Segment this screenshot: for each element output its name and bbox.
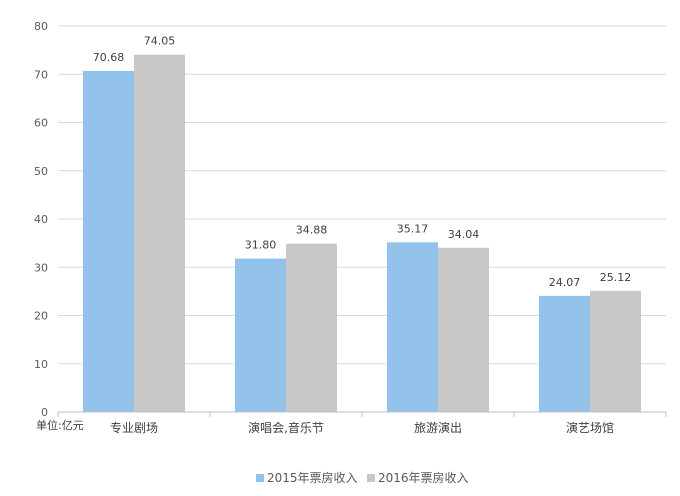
legend-label: 2015年票房收入 (267, 470, 358, 485)
y-tick-label: 80 (34, 20, 48, 33)
bar (286, 243, 337, 412)
data-label: 24.07 (549, 276, 581, 289)
y-tick-label: 10 (34, 358, 48, 371)
data-label: 74.05 (144, 35, 176, 48)
data-label: 70.68 (93, 51, 125, 64)
data-label: 34.04 (448, 228, 480, 241)
bar (387, 242, 438, 412)
bar (235, 258, 286, 412)
axes (57, 411, 667, 417)
legend-swatch (256, 474, 264, 482)
bar (83, 70, 134, 413)
y-tick-label: 30 (34, 261, 48, 274)
legend: 2015年票房收入 2016年票房收入 (256, 470, 469, 485)
bars (83, 54, 641, 413)
y-tick-label: 50 (34, 165, 48, 178)
bar (134, 54, 185, 413)
bar (590, 290, 641, 412)
data-label: 25.12 (600, 271, 632, 284)
data-label: 35.17 (397, 222, 429, 235)
bar (438, 247, 489, 412)
data-label: 34.88 (296, 224, 328, 237)
unit-label: 单位:亿元 (36, 418, 84, 432)
x-category-label: 演唱会,音乐节 (248, 420, 324, 435)
legend-label: 2016年票房收入 (378, 470, 469, 485)
y-tick-label: 70 (34, 68, 48, 81)
x-category-label: 专业剧场 (110, 420, 158, 435)
x-category-label: 演艺场馆 (566, 420, 614, 435)
y-tick-label: 20 (34, 310, 48, 323)
y-tick-label: 0 (41, 406, 48, 419)
x-category-label: 旅游演出 (414, 420, 462, 435)
y-tick-label: 60 (34, 117, 48, 130)
labels: 0 10 20 30 40 50 60 70 80 70.68 74.05 专业剧场 31.80 34.8… (34, 20, 631, 435)
legend-swatch (367, 474, 375, 482)
y-tick-label: 40 (34, 213, 48, 226)
data-label: 31.80 (245, 239, 277, 252)
bar (539, 295, 590, 412)
